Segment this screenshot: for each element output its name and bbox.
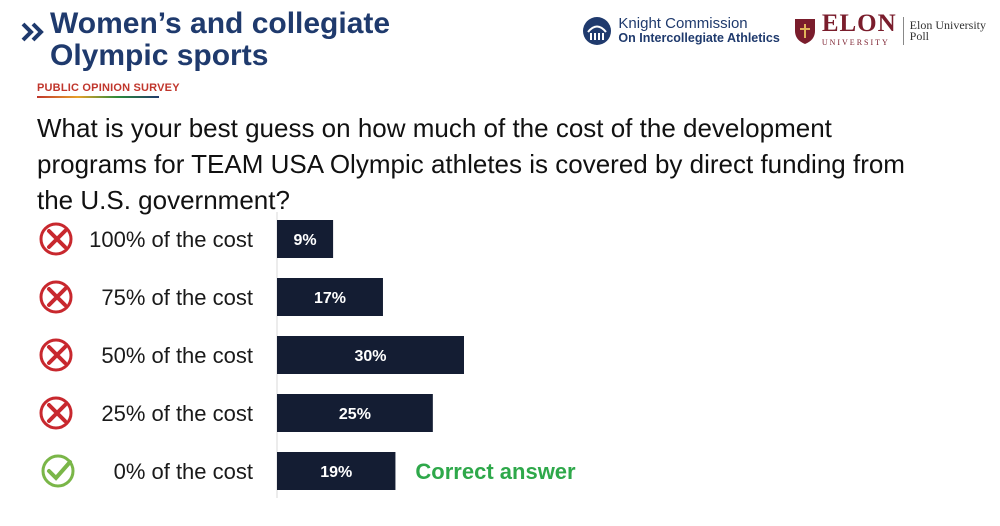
data-label: 9% — [293, 232, 316, 249]
wrong-icon-ring — [39, 338, 73, 372]
wrong-icon-x — [47, 229, 67, 249]
check-icon — [41, 454, 75, 488]
wrong-icon — [39, 222, 73, 256]
wrong-icon-ring — [39, 280, 73, 314]
shield-icon — [794, 19, 815, 44]
elon-poll-line1: Elon University — [909, 18, 986, 32]
knight-commission-logo: Knight Commission On Intercollegiate Ath… — [582, 15, 780, 46]
survey-rule — [37, 96, 159, 98]
category-label: 75% of the cost — [101, 285, 253, 310]
question-text: What is your best guess on how much of t… — [37, 113, 905, 215]
wrong-icon-x — [47, 287, 67, 307]
wrong-icon-ring — [39, 396, 73, 430]
check-icon-ring — [41, 454, 75, 488]
survey-label: PUBLIC OPINION SURVEY — [37, 82, 180, 94]
category-label: 0% of the cost — [114, 459, 253, 484]
knight-commission-icon — [583, 17, 612, 45]
wrong-icon — [39, 280, 73, 314]
elon-name: ELON — [821, 10, 897, 37]
data-label: 30% — [354, 348, 386, 365]
wrong-icon-x — [47, 345, 67, 365]
elon-poll-line2: Poll — [909, 29, 930, 43]
page-title-line1: Women’s and collegiate — [50, 7, 391, 40]
wrong-icon — [39, 396, 73, 430]
bar — [277, 394, 433, 432]
bar — [277, 220, 334, 258]
elon-logo: ELON UNIVERSITY Elon University Poll — [794, 10, 986, 50]
elon-sub: UNIVERSITY — [821, 38, 890, 47]
page-title-line2: Olympic sports — [50, 39, 269, 72]
data-label: 17% — [314, 290, 346, 307]
category-label: 50% of the cost — [101, 343, 253, 368]
category-label: 100% of the cost — [89, 227, 253, 252]
knight-line1: Knight Commission — [618, 15, 748, 32]
bar — [277, 452, 396, 490]
wrong-icon — [39, 338, 73, 372]
category-label: 25% of the cost — [101, 401, 253, 426]
wrong-icon-ring — [39, 222, 73, 256]
data-label: 25% — [339, 406, 371, 423]
data-label: 19% — [320, 464, 352, 481]
wrong-icon-x — [47, 403, 67, 423]
logos: Knight Commission On Intercollegiate Ath… — [582, 10, 986, 50]
check-icon-mark — [47, 460, 72, 481]
double-chevron-icon — [21, 22, 44, 42]
logo-divider — [902, 17, 904, 45]
knight-line2: On Intercollegiate Athletics — [618, 31, 780, 45]
title-block: Women’s and collegiate Olympic sports — [20, 8, 390, 72]
bar — [277, 336, 464, 374]
correct-answer-annotation: Correct answer — [415, 459, 576, 484]
bar — [277, 278, 383, 316]
